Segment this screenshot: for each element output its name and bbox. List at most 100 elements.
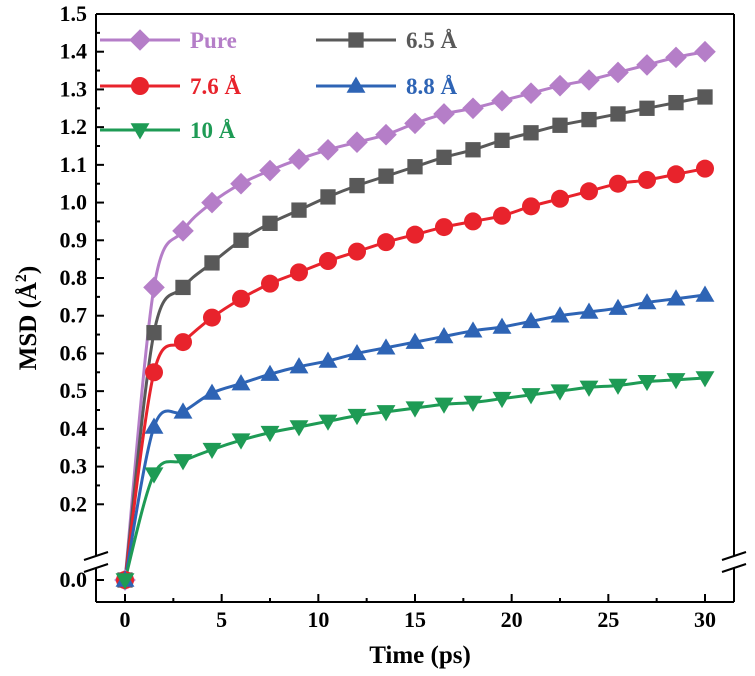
x-tick-label-0: 0 bbox=[120, 607, 131, 632]
series-2-point-9 bbox=[377, 233, 395, 252]
series-4-point-20 bbox=[695, 371, 715, 388]
series-3-point-7 bbox=[318, 351, 338, 368]
y-tick-label-9: 1.1 bbox=[60, 152, 88, 177]
series-0-point-11 bbox=[433, 103, 455, 125]
y-tick-label-10: 1.2 bbox=[60, 114, 88, 139]
axis-break-1-b bbox=[721, 563, 747, 573]
series-3-point-18 bbox=[637, 293, 657, 310]
y-axis-title-main: MSD (Å bbox=[14, 282, 42, 370]
series-0-point-9 bbox=[375, 123, 397, 146]
series-3-point-20 bbox=[695, 285, 715, 302]
y-tick-label-12: 1.4 bbox=[60, 39, 88, 64]
series-3-point-14 bbox=[521, 311, 541, 329]
x-tick-label-4: 20 bbox=[501, 607, 523, 632]
legend-label-2: 7.6 Å bbox=[190, 74, 242, 99]
axis-break-0-b bbox=[83, 563, 109, 573]
series-1-point-16 bbox=[581, 111, 597, 128]
series-3-point-4 bbox=[231, 374, 251, 391]
series-2-point-16 bbox=[580, 182, 598, 201]
legend-label-3: 8.8 Å bbox=[406, 74, 458, 99]
series-2-point-8 bbox=[348, 242, 366, 261]
series-0-point-13 bbox=[491, 89, 513, 112]
x-tick-label-6: 30 bbox=[694, 607, 716, 632]
series-2-point-15 bbox=[551, 189, 569, 208]
series-3-point-11 bbox=[434, 327, 454, 344]
series-0-point-7 bbox=[317, 138, 339, 161]
series-0-point-6 bbox=[288, 148, 310, 170]
legend-marker-1 bbox=[348, 32, 364, 48]
y-tick-label-6: 0.8 bbox=[60, 265, 88, 290]
x-axis-title: Time (ps) bbox=[369, 642, 471, 669]
series-0-point-10 bbox=[404, 112, 426, 135]
axes bbox=[83, 13, 747, 603]
series-4-point-16 bbox=[579, 380, 599, 397]
series-3-point-9 bbox=[376, 338, 396, 355]
y-axis-title: MSD (Å2) bbox=[13, 266, 42, 371]
series-2-point-6 bbox=[290, 263, 308, 282]
series-3-point-13 bbox=[492, 317, 512, 334]
axis-break-1-a bbox=[721, 551, 747, 561]
series-1-point-11 bbox=[436, 149, 452, 165]
series-1-point-5 bbox=[262, 215, 278, 231]
ticks: 0 5 10 15 20 25 30 0.2 0.3 0.4 0.5 0.6 0.7 0.8 0.9 1.0 1… bbox=[60, 1, 717, 632]
series-1-point-3 bbox=[204, 255, 220, 271]
y-axis-title-sup: 2 bbox=[13, 274, 30, 282]
series-2-point-13 bbox=[493, 206, 511, 225]
y-tick-label-11: 1.3 bbox=[60, 76, 88, 101]
series-0-point-14 bbox=[520, 82, 542, 104]
y-tick-label-8: 1.0 bbox=[60, 190, 88, 215]
series-2-point-1 bbox=[145, 363, 163, 382]
series-3-point-6 bbox=[289, 357, 309, 374]
y-tick-label-2: 0.4 bbox=[60, 416, 88, 441]
series-0-point-4 bbox=[230, 172, 252, 195]
series-4-point-4 bbox=[231, 433, 251, 450]
series-3-point-15 bbox=[550, 306, 570, 323]
series-3-point-10 bbox=[405, 332, 425, 349]
series-1-point-14 bbox=[523, 125, 539, 141]
legend: Pure 6.5 Å 7.6 Å 8.8 Å 10 Å bbox=[100, 28, 458, 143]
series-2-point-18 bbox=[638, 170, 656, 189]
series-1-point-6 bbox=[291, 202, 307, 218]
series-2-point-7 bbox=[319, 252, 337, 271]
series-1-point-19 bbox=[668, 94, 684, 111]
legend-marker-4 bbox=[130, 123, 150, 140]
series-0-point-19 bbox=[665, 46, 687, 69]
series-4-point-8 bbox=[347, 408, 367, 426]
series-markers bbox=[114, 40, 716, 591]
series-4-point-5 bbox=[260, 425, 280, 443]
series-line-2 bbox=[123, 167, 706, 581]
y-tick-label-3: 0.5 bbox=[60, 378, 88, 403]
series-0-point-5 bbox=[259, 159, 281, 182]
series-3-point-1 bbox=[144, 417, 164, 434]
series-1-point-2 bbox=[175, 279, 191, 296]
series-4-point-7 bbox=[318, 414, 338, 431]
series-1-point-20 bbox=[697, 89, 713, 105]
series-2-point-5 bbox=[261, 274, 279, 293]
series-0-point-8 bbox=[346, 131, 368, 154]
series-2-point-17 bbox=[609, 174, 627, 193]
series-line-1 bbox=[123, 95, 706, 581]
legend-label-4: 10 Å bbox=[190, 118, 236, 143]
series-3-point-5 bbox=[260, 364, 280, 381]
series-2-point-11 bbox=[435, 218, 453, 237]
legend-label-1: 6.5 Å bbox=[406, 28, 458, 53]
y-tick-label-13: 1.5 bbox=[60, 1, 88, 26]
series-2-point-12 bbox=[464, 212, 482, 231]
series-4-point-15 bbox=[550, 384, 570, 401]
axis-break-0-a bbox=[83, 551, 109, 561]
x-tick-label-3: 15 bbox=[404, 607, 426, 632]
series-0-point-17 bbox=[607, 61, 629, 84]
x-tick-label-1: 5 bbox=[216, 607, 227, 632]
series-0-point-2 bbox=[172, 220, 194, 242]
series-line-0 bbox=[123, 50, 706, 581]
series-4-point-0 bbox=[115, 573, 135, 590]
y-tick-label-5: 0.7 bbox=[60, 303, 88, 328]
series-0-point-18 bbox=[636, 54, 658, 76]
series-4-point-11 bbox=[434, 397, 454, 414]
series-2-point-14 bbox=[522, 197, 540, 216]
series-3-point-17 bbox=[608, 298, 628, 315]
series-1-point-8 bbox=[349, 177, 365, 194]
series-3-point-16 bbox=[579, 302, 599, 319]
series-4-point-19 bbox=[666, 373, 686, 390]
